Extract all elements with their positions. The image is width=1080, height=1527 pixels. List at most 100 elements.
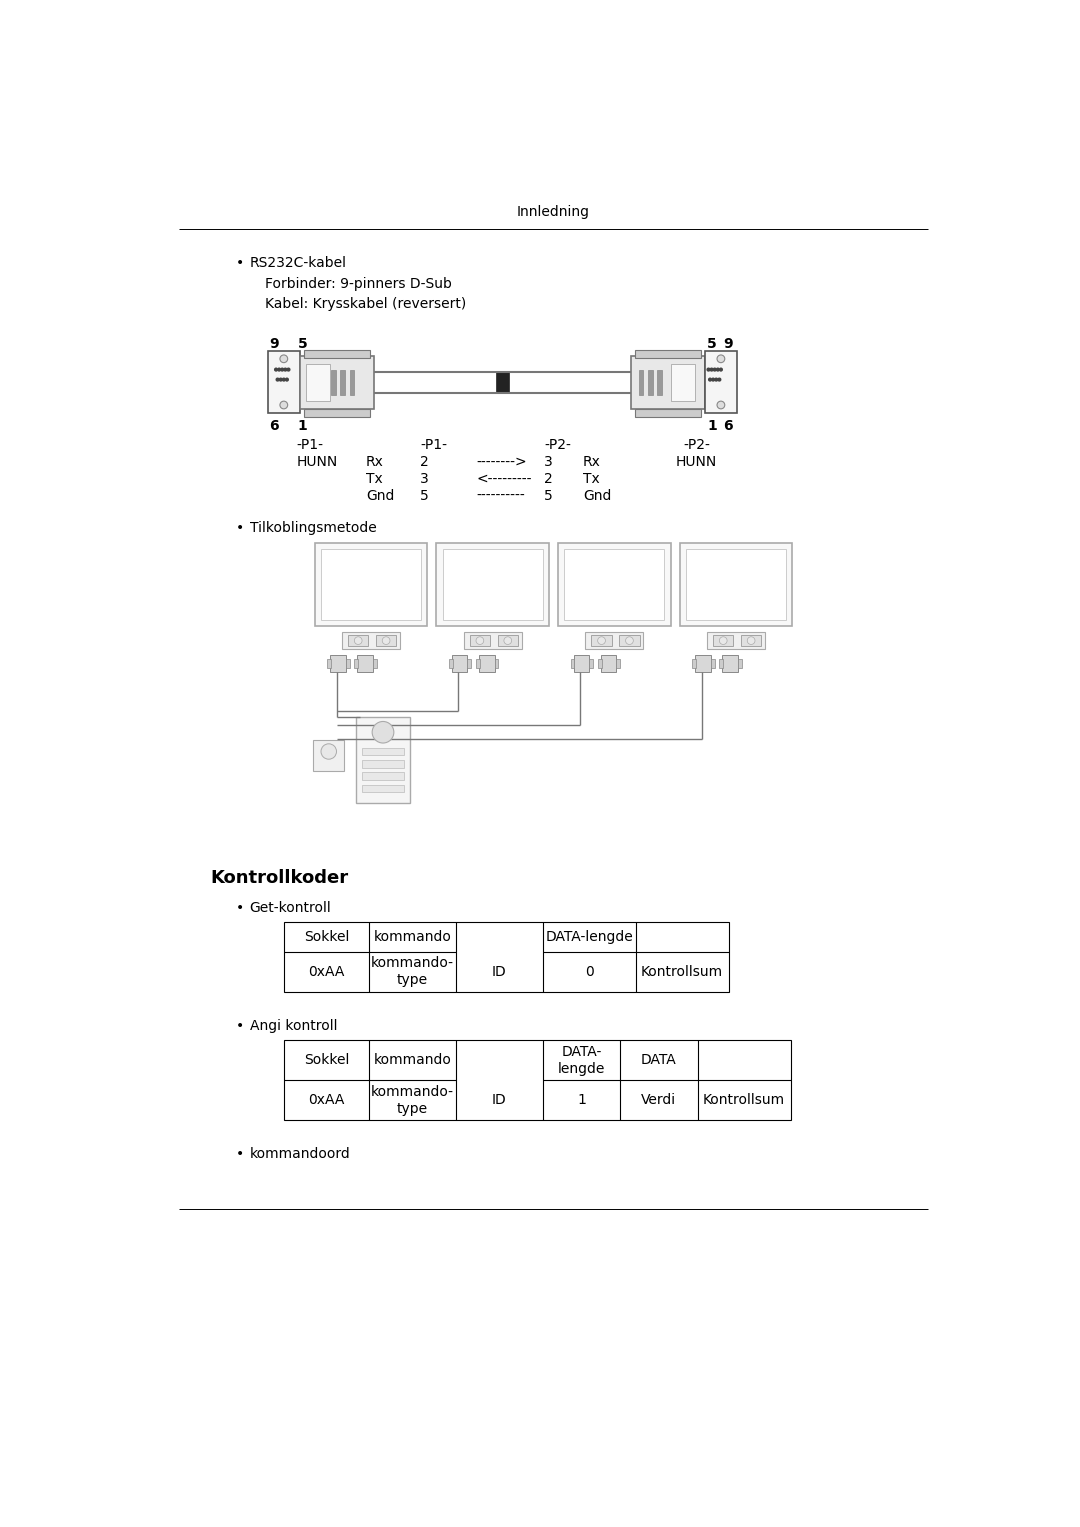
Circle shape bbox=[504, 637, 512, 644]
Circle shape bbox=[717, 354, 725, 362]
Text: Sokkel: Sokkel bbox=[303, 930, 349, 944]
Bar bbox=[696, 655, 711, 672]
Text: 1: 1 bbox=[707, 418, 717, 432]
Text: RS232C-kabel: RS232C-kabel bbox=[249, 257, 347, 270]
Text: kommandoord: kommandoord bbox=[249, 1147, 350, 1161]
Bar bbox=[376, 635, 396, 646]
Text: Angi kontroll: Angi kontroll bbox=[249, 1019, 337, 1032]
Bar bbox=[723, 655, 738, 672]
Text: ID: ID bbox=[491, 965, 507, 979]
Text: Kabel: Krysskabel (reversert): Kabel: Krysskabel (reversert) bbox=[266, 298, 467, 312]
Circle shape bbox=[280, 354, 287, 362]
Bar bbox=[619, 635, 639, 646]
Bar bbox=[468, 660, 471, 669]
Bar bbox=[362, 785, 404, 793]
Bar bbox=[268, 351, 300, 412]
Circle shape bbox=[719, 637, 727, 644]
Text: kommando-
type: kommando- type bbox=[370, 956, 454, 988]
Circle shape bbox=[713, 368, 716, 371]
Circle shape bbox=[712, 379, 715, 380]
Bar bbox=[495, 660, 499, 669]
Circle shape bbox=[476, 637, 484, 644]
Bar bbox=[635, 350, 701, 357]
Bar bbox=[443, 550, 542, 620]
Circle shape bbox=[747, 637, 755, 644]
Text: 0xAA: 0xAA bbox=[308, 1093, 345, 1107]
Bar bbox=[617, 660, 620, 669]
Text: 3: 3 bbox=[544, 455, 553, 469]
Text: •: • bbox=[235, 521, 244, 536]
Text: 5: 5 bbox=[298, 337, 308, 351]
Circle shape bbox=[382, 637, 390, 644]
Circle shape bbox=[717, 402, 725, 409]
Bar bbox=[330, 655, 346, 672]
Text: •: • bbox=[235, 1019, 244, 1032]
Bar bbox=[658, 371, 662, 395]
Bar bbox=[470, 635, 490, 646]
Circle shape bbox=[284, 368, 287, 371]
Text: Get-kontroll: Get-kontroll bbox=[249, 901, 332, 915]
Text: 9: 9 bbox=[269, 337, 279, 351]
Text: Tx: Tx bbox=[583, 472, 599, 486]
Text: kommando: kommando bbox=[374, 1054, 451, 1067]
Bar bbox=[631, 356, 704, 409]
Text: -P2-: -P2- bbox=[684, 438, 711, 452]
Text: Tilkoblingsmetode: Tilkoblingsmetode bbox=[249, 521, 377, 536]
Circle shape bbox=[711, 368, 713, 371]
Bar bbox=[600, 655, 617, 672]
Circle shape bbox=[708, 379, 712, 380]
Bar bbox=[707, 632, 765, 649]
Bar bbox=[313, 741, 345, 771]
Bar bbox=[314, 542, 428, 626]
Circle shape bbox=[278, 368, 281, 371]
Text: 1: 1 bbox=[298, 418, 308, 432]
Bar bbox=[357, 655, 373, 672]
Text: HUNN: HUNN bbox=[676, 455, 717, 469]
Bar bbox=[704, 351, 738, 412]
Text: Rx: Rx bbox=[583, 455, 600, 469]
Text: HUNN: HUNN bbox=[296, 455, 337, 469]
Text: Gnd: Gnd bbox=[583, 489, 611, 502]
Bar bbox=[480, 655, 495, 672]
Bar bbox=[303, 409, 369, 417]
Text: DATA: DATA bbox=[642, 1054, 677, 1067]
Bar bbox=[496, 373, 509, 394]
Circle shape bbox=[625, 637, 633, 644]
Circle shape bbox=[597, 637, 606, 644]
Circle shape bbox=[707, 368, 710, 371]
Bar bbox=[354, 660, 359, 669]
Bar bbox=[348, 635, 368, 646]
Text: 2: 2 bbox=[420, 455, 429, 469]
Bar bbox=[738, 660, 742, 669]
Bar bbox=[573, 655, 590, 672]
Circle shape bbox=[280, 402, 287, 409]
Text: 3: 3 bbox=[420, 472, 429, 486]
Bar bbox=[686, 550, 786, 620]
Text: Gnd: Gnd bbox=[366, 489, 394, 502]
Bar bbox=[307, 365, 329, 402]
Text: Kontrollsum: Kontrollsum bbox=[642, 965, 724, 979]
Text: 5: 5 bbox=[707, 337, 717, 351]
Circle shape bbox=[354, 637, 362, 644]
Text: 0: 0 bbox=[584, 965, 594, 979]
Text: 6: 6 bbox=[724, 418, 733, 432]
Text: kommando-
type: kommando- type bbox=[370, 1084, 454, 1116]
Circle shape bbox=[716, 368, 719, 371]
Bar bbox=[711, 660, 715, 669]
Circle shape bbox=[274, 368, 278, 371]
Text: 0xAA: 0xAA bbox=[308, 965, 345, 979]
Text: Forbinder: 9-pinners D-Sub: Forbinder: 9-pinners D-Sub bbox=[266, 278, 453, 292]
Text: Innledning: Innledning bbox=[517, 206, 590, 220]
Bar bbox=[692, 660, 697, 669]
Bar bbox=[713, 635, 733, 646]
Bar bbox=[284, 1040, 791, 1121]
Bar bbox=[321, 550, 421, 620]
Circle shape bbox=[718, 379, 720, 380]
Circle shape bbox=[719, 368, 723, 371]
Circle shape bbox=[281, 368, 284, 371]
Text: Kontrollsum: Kontrollsum bbox=[703, 1093, 785, 1107]
Bar bbox=[672, 365, 694, 402]
Text: •: • bbox=[235, 257, 244, 270]
Bar bbox=[463, 632, 522, 649]
Text: DATA-lengde: DATA-lengde bbox=[545, 930, 633, 944]
